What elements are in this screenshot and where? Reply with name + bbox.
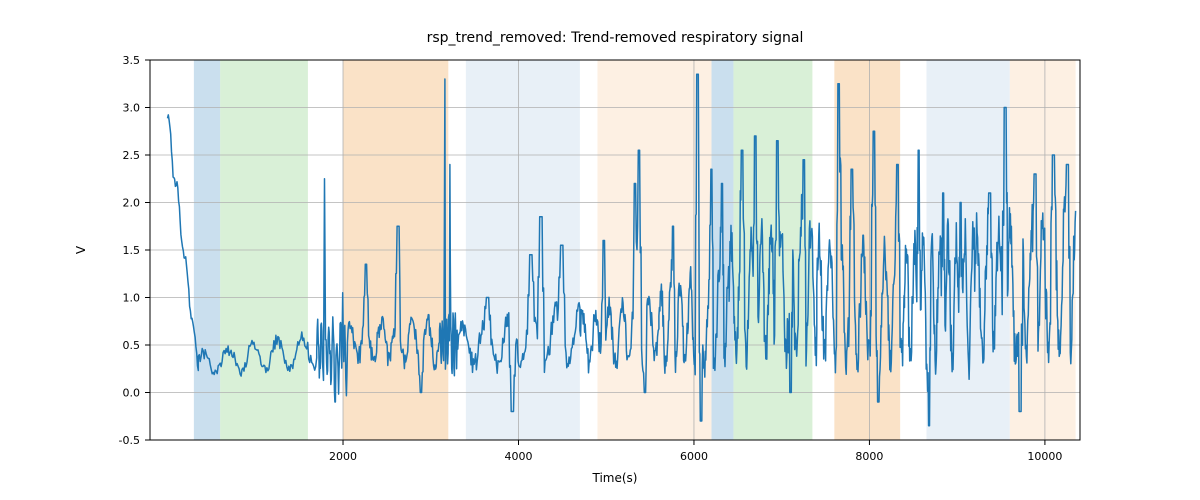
x-ticks: 2000 4000 6000 8000 10000	[329, 440, 1062, 463]
y-tick-label: 2.5	[123, 149, 141, 162]
x-tick-label: 6000	[680, 450, 708, 463]
x-tick-label: 2000	[329, 450, 357, 463]
respiratory-signal-chart: rsp_trend_removed: Trend-removed respira…	[0, 0, 1200, 500]
y-tick-label: 3.0	[123, 102, 141, 115]
chart-title: rsp_trend_removed: Trend-removed respira…	[427, 30, 804, 46]
y-tick-label: 0.0	[123, 387, 141, 400]
y-ticks: -0.5 0.0 0.5 1.0 1.5 2.0 2.5 3.0 3.5	[119, 54, 150, 447]
x-tick-label: 10000	[1027, 450, 1062, 463]
y-tick-label: -0.5	[119, 434, 140, 447]
y-tick-label: 3.5	[123, 54, 141, 67]
x-tick-label: 4000	[504, 450, 532, 463]
y-tick-label: 2.0	[123, 197, 141, 210]
y-tick-label: 1.5	[123, 244, 141, 257]
y-tick-label: 0.5	[123, 339, 141, 352]
x-axis-label: Time(s)	[592, 471, 638, 485]
y-axis-label: V	[74, 245, 88, 254]
y-tick-label: 1.0	[123, 292, 141, 305]
x-tick-label: 8000	[855, 450, 883, 463]
